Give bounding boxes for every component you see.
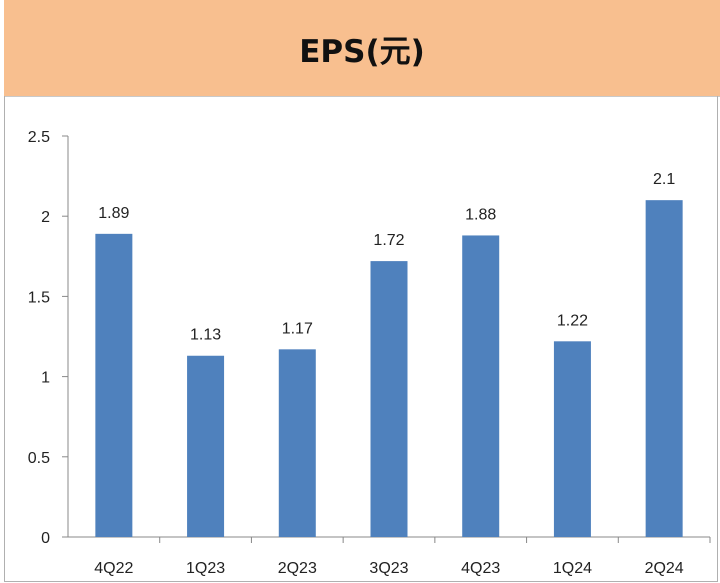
x-tick-label-3Q23: 3Q23: [369, 560, 408, 577]
bar-1Q23: [187, 355, 225, 537]
bar-2Q24: [645, 200, 683, 537]
y-tick-label: 1: [41, 370, 50, 387]
chart-title: EPS(元): [299, 34, 425, 70]
y-tick-label: 2.5: [28, 129, 50, 146]
data-label-1Q24: 1.22: [557, 312, 588, 329]
data-label-3Q23: 1.72: [373, 232, 404, 249]
data-label-4Q22: 1.89: [98, 205, 129, 222]
x-tick-label-1Q24: 1Q24: [553, 560, 592, 577]
data-label-2Q24: 2.1: [653, 171, 675, 188]
x-tick-label-2Q23: 2Q23: [278, 560, 317, 577]
x-tick-label-1Q23: 1Q23: [186, 560, 225, 577]
x-tick-label-4Q22: 4Q22: [94, 560, 133, 577]
x-tick-label-4Q23: 4Q23: [461, 560, 500, 577]
bar-3Q23: [370, 261, 408, 537]
bar-2Q23: [278, 349, 316, 537]
chart-header: EPS(元): [4, 0, 720, 97]
bar-4Q23: [462, 235, 500, 537]
labels: 1.89 4Q22 1.13 1Q23 1.17 2Q23 1.72 3Q23 1.88 4Q23…: [94, 171, 684, 577]
bar-1Q24: [553, 341, 591, 537]
bars: [95, 200, 683, 537]
y-tick-label: 1.5: [28, 289, 50, 306]
x-tick-label-2Q24: 2Q24: [645, 560, 684, 577]
data-label-4Q23: 1.88: [465, 206, 496, 223]
bar-4Q22: [95, 233, 133, 537]
chart-frame: [4, 96, 718, 582]
y-tick-label: 0: [41, 530, 50, 547]
y-tick-label: 0.5: [28, 450, 50, 467]
data-label-1Q23: 1.13: [190, 327, 221, 344]
y-tick-label: 2: [41, 209, 50, 226]
data-label-2Q23: 1.17: [282, 320, 313, 337]
